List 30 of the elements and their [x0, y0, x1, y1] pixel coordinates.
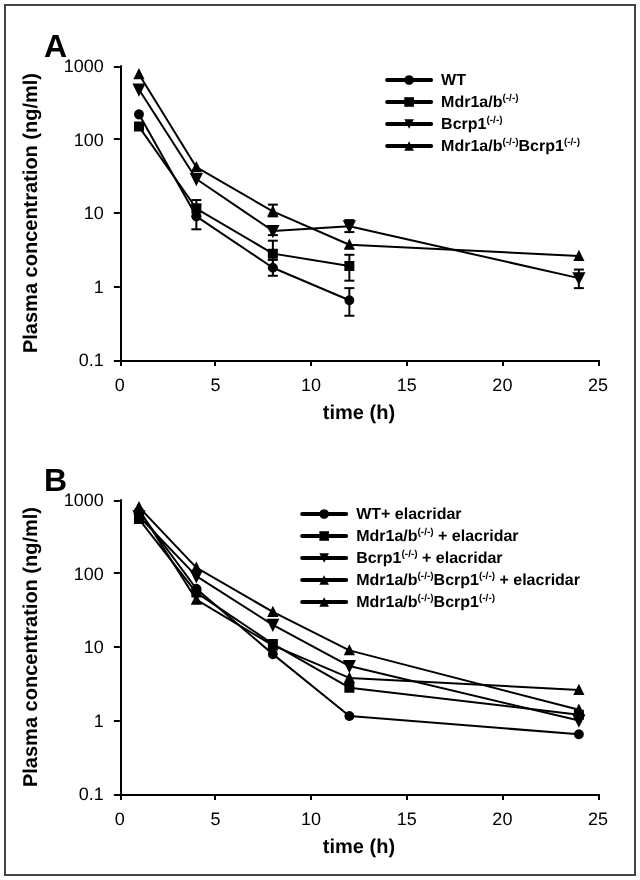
y-axis-title: Plasma concentration (ng/ml)	[21, 72, 43, 354]
y-tick-label: 100	[73, 563, 104, 584]
y-axis-title: Plasma concentration (ng/ml)	[21, 506, 43, 788]
x-tick-label: 15	[396, 809, 417, 829]
chart-title: A	[44, 31, 68, 65]
x-tick-label: 0	[114, 809, 125, 829]
x-axis-title: time (h)	[322, 836, 396, 859]
y-tick-label: 0.1	[78, 350, 104, 370]
legend-label: WT+ elacridar	[356, 505, 462, 523]
x-tick-label: 25	[587, 375, 609, 395]
y-tick-label: 1	[93, 710, 104, 731]
x-tick-label: 20	[492, 375, 513, 395]
x-axis-title: time (h)	[322, 402, 396, 425]
y-tick-label: 1000	[63, 490, 104, 510]
y-tick-label: 1000	[63, 56, 104, 76]
y-tick-label: 1	[93, 276, 104, 297]
x-tick-label: 15	[396, 375, 417, 395]
chart-title: B	[44, 465, 68, 499]
x-tick-label: 20	[492, 809, 513, 829]
x-tick-label: 10	[301, 375, 322, 395]
x-tick-label: 10	[301, 809, 322, 829]
x-tick-label: 5	[210, 809, 221, 829]
x-tick-label: 25	[587, 809, 609, 829]
legend-label: WT	[441, 71, 467, 89]
x-tick-label: 0	[114, 375, 125, 395]
x-tick-label: 5	[210, 375, 221, 395]
y-tick-label: 10	[83, 203, 104, 223]
y-tick-label: 0.1	[78, 784, 104, 804]
y-tick-label: 10	[83, 637, 104, 657]
y-tick-label: 100	[73, 129, 104, 150]
